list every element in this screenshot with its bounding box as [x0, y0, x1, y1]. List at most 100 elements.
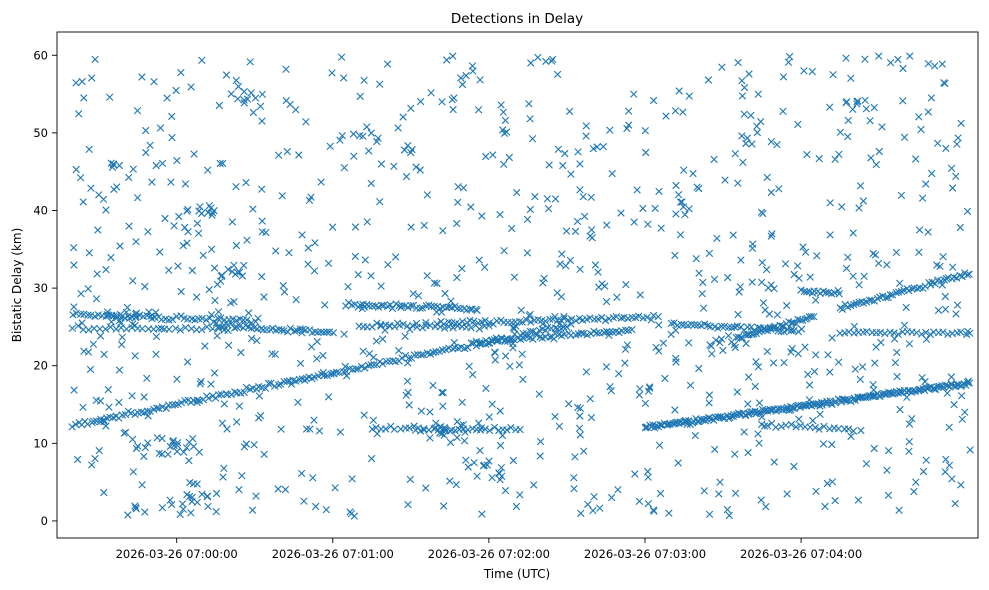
- detection-point: [185, 438, 193, 446]
- detection-point: [133, 194, 142, 202]
- detection-point: [173, 375, 181, 383]
- detection-point: [700, 487, 708, 495]
- detection-point: [672, 354, 680, 363]
- detection-point: [195, 448, 203, 456]
- detection-point: [812, 351, 820, 359]
- detection-point: [554, 145, 563, 153]
- detection-point: [153, 404, 161, 412]
- detection-point: [268, 324, 277, 332]
- detection-point: [89, 417, 98, 425]
- detection-point: [163, 94, 171, 102]
- detection-point: [132, 444, 141, 453]
- detection-point: [360, 411, 368, 419]
- detection-point: [679, 108, 687, 116]
- detection-point: [361, 364, 369, 372]
- detection-point: [591, 261, 600, 269]
- detection-point: [247, 319, 256, 327]
- detection-point: [453, 304, 462, 313]
- detection-point: [715, 490, 723, 498]
- detection-point: [824, 351, 832, 359]
- detection-point: [92, 295, 101, 303]
- detection-point: [531, 192, 539, 201]
- detection-point: [555, 320, 564, 328]
- detection-point: [770, 285, 778, 293]
- detection-point: [381, 326, 389, 334]
- detection-point: [105, 403, 113, 411]
- detection-point: [566, 256, 575, 265]
- detection-point: [891, 359, 900, 367]
- detection-point: [423, 272, 431, 280]
- detection-point: [92, 396, 100, 404]
- detection-point: [884, 447, 893, 455]
- detection-point: [875, 52, 883, 60]
- detection-point: [441, 289, 449, 298]
- detection-point: [501, 116, 510, 125]
- detection-point: [430, 425, 438, 433]
- detection-point: [905, 438, 913, 446]
- detection-point: [783, 490, 791, 498]
- y-tick-label: 20: [33, 359, 48, 373]
- detection-point: [948, 184, 957, 192]
- detection-point: [957, 328, 965, 336]
- detection-point: [525, 100, 533, 108]
- detection-point: [94, 226, 102, 234]
- detection-point: [733, 388, 741, 396]
- detection-point: [77, 310, 85, 318]
- detection-point: [358, 304, 366, 313]
- detection-point: [763, 347, 771, 356]
- detection-point: [131, 352, 139, 360]
- detection-point: [249, 205, 257, 213]
- detection-point: [754, 363, 763, 371]
- detection-point: [705, 249, 714, 258]
- detection-point: [79, 403, 87, 411]
- detection-point: [894, 55, 902, 64]
- y-tick-label: 50: [33, 126, 48, 140]
- detection-point: [343, 372, 351, 380]
- detection-point: [397, 303, 405, 312]
- detection-point: [309, 474, 317, 482]
- detection-point: [897, 191, 906, 200]
- detection-point: [337, 53, 346, 61]
- detection-point: [214, 314, 222, 323]
- detection-point: [137, 408, 146, 416]
- detection-point: [767, 138, 775, 146]
- detection-point: [168, 112, 176, 121]
- detection-point: [751, 382, 759, 391]
- detection-point: [928, 169, 936, 178]
- detection-point: [432, 419, 440, 427]
- detection-point: [750, 330, 758, 338]
- detection-point: [193, 480, 201, 488]
- detection-point: [773, 141, 781, 149]
- detection-point: [493, 337, 501, 345]
- detection-point: [508, 224, 516, 233]
- detection-point: [908, 387, 917, 395]
- detection-point: [644, 500, 652, 508]
- detection-point: [416, 97, 425, 106]
- detection-point: [949, 263, 957, 271]
- detection-point: [409, 321, 417, 330]
- detection-point: [635, 391, 644, 399]
- detection-point: [85, 249, 93, 257]
- detection-point: [236, 322, 244, 330]
- detection-point: [550, 335, 558, 343]
- detection-point: [783, 301, 791, 310]
- detection-point: [621, 326, 630, 334]
- detection-point: [762, 265, 771, 274]
- detection-point: [450, 94, 458, 102]
- detection-point: [198, 314, 206, 323]
- detection-point: [731, 150, 739, 158]
- detection-point: [122, 325, 131, 333]
- detection-point: [605, 315, 613, 323]
- detection-point: [340, 330, 348, 338]
- detection-point: [341, 362, 349, 371]
- detection-point: [423, 191, 432, 199]
- detection-point: [601, 316, 610, 325]
- detection-point: [757, 208, 766, 216]
- detection-point: [74, 322, 82, 330]
- detection-point: [831, 155, 839, 163]
- detection-point: [706, 341, 714, 349]
- detection-point: [576, 412, 584, 420]
- detection-point: [116, 319, 125, 327]
- detection-point: [773, 311, 782, 319]
- detection-point: [606, 383, 614, 391]
